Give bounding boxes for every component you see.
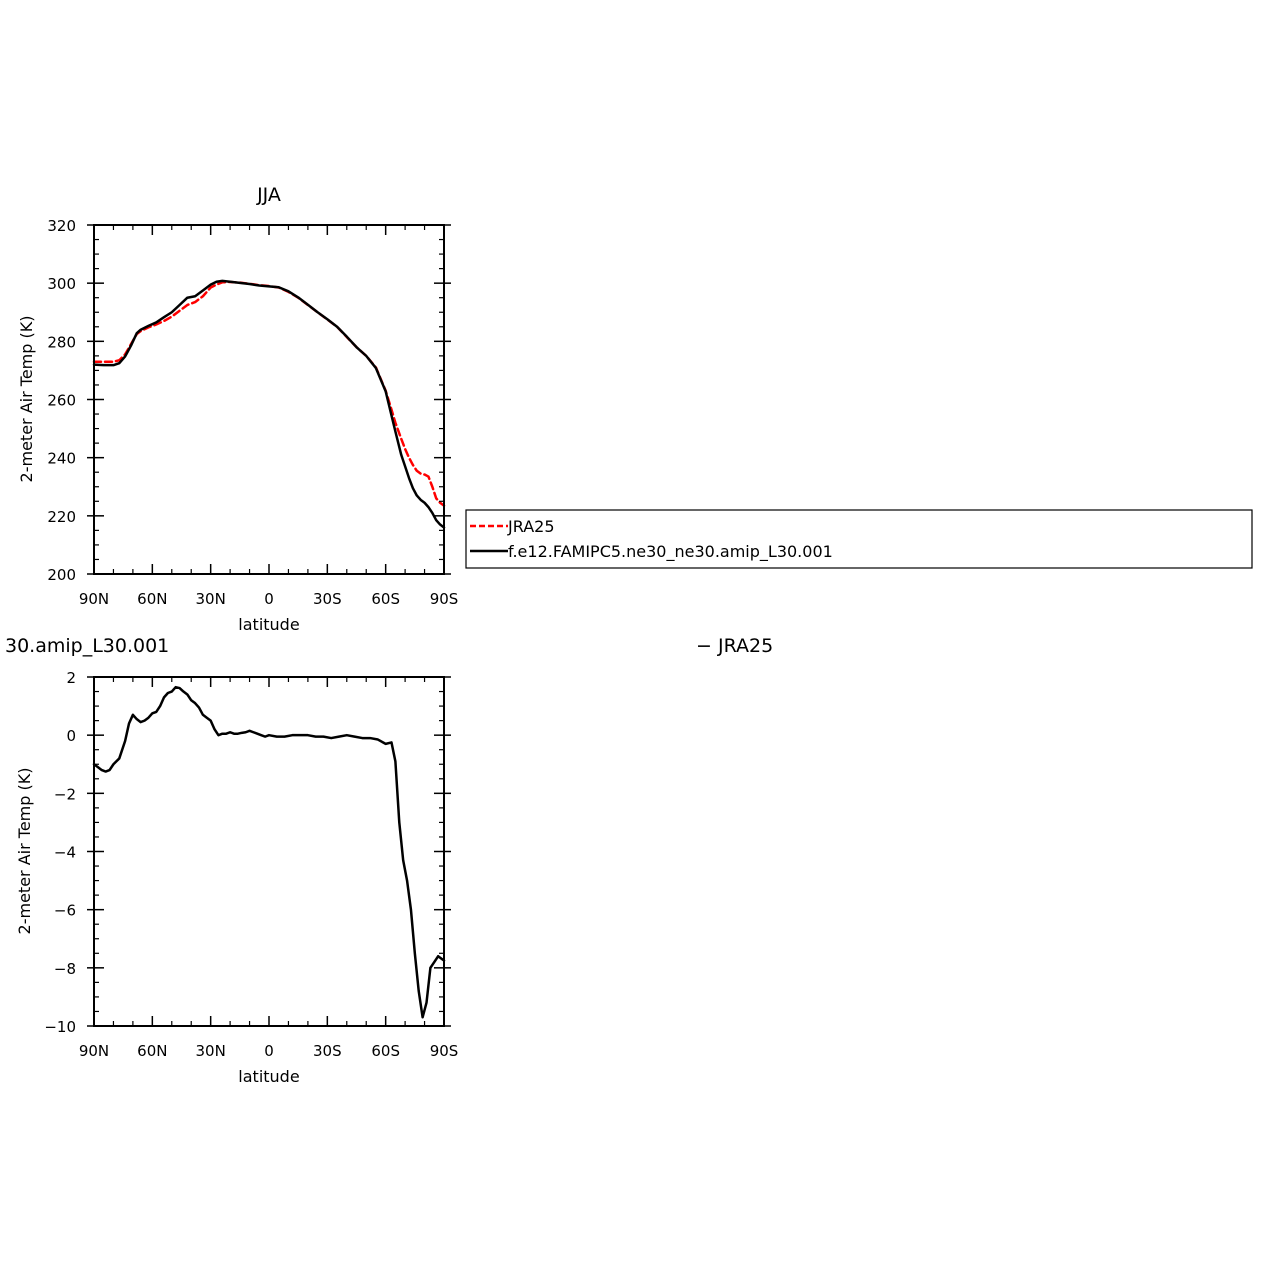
bottom-x-tick-label: 0	[264, 1042, 274, 1060]
bottom-y-tick-label: −4	[54, 844, 76, 862]
top-series-line-0	[92, 280, 446, 507]
bottom-series-group	[92, 685, 446, 1019]
bottom-x-tick-label: 30S	[313, 1042, 342, 1060]
bottom-y-tick-label: −10	[44, 1018, 76, 1036]
top-x-tick-label: 90N	[79, 590, 109, 608]
top-x-tick-label: 90S	[430, 590, 459, 608]
top-y-axis-label: 2-meter Air Temp (K)	[17, 316, 36, 483]
top-y-tick-label: 320	[47, 217, 76, 235]
bottom-series-line-0	[92, 685, 446, 1019]
top-y-tick-label: 240	[47, 450, 76, 468]
bottom-y-axis-label: 2-meter Air Temp (K)	[15, 768, 34, 935]
bottom-x-axis-label: latitude	[238, 1067, 299, 1086]
top-x-tick-label: 30S	[313, 590, 342, 608]
top-y-tick-label: 200	[47, 566, 76, 584]
legend-label-jra25: JRA25	[507, 517, 555, 536]
bottom-plot-frame	[93, 676, 445, 1027]
bottom-y-tick-label: −2	[54, 785, 76, 803]
bottom-y-tick-label: −6	[54, 902, 76, 920]
top-x-tick-label: 60S	[371, 590, 400, 608]
top-y-tick-label: 280	[47, 333, 76, 351]
top-x-tick-label: 60N	[137, 590, 167, 608]
bottom-panel: 30.amip_L30.001 − JRA25 90N 60N 30N 0 30S 60S…	[5, 635, 773, 1086]
bottom-x-tick-label: 30N	[196, 1042, 226, 1060]
top-y-tick-label: 260	[47, 392, 76, 410]
top-series-line-1	[92, 279, 446, 529]
top-x-tick-label: 0	[264, 590, 274, 608]
top-y-tick-label: 220	[47, 508, 76, 526]
bottom-title-left: 30.amip_L30.001	[5, 635, 169, 657]
top-panel: JJA 90N 60N 30N 0 30S 60S 90S 200 220 240 260 280 30…	[17, 184, 458, 634]
bottom-x-tick-label: 60S	[371, 1042, 400, 1060]
top-series-group	[92, 279, 446, 529]
top-x-tick-label: 30N	[196, 590, 226, 608]
bottom-x-tick-label: 90N	[79, 1042, 109, 1060]
bottom-x-tick-label: 60N	[137, 1042, 167, 1060]
legend-label-model: f.e12.FAMIPC5.ne30_ne30.amip_L30.001	[508, 542, 833, 562]
top-chart-title: JJA	[256, 184, 281, 206]
top-y-tick-label: 300	[47, 275, 76, 293]
bottom-y-tick-label: 0	[66, 727, 76, 745]
legend-box	[465, 509, 1253, 569]
top-plot-frame	[93, 224, 445, 575]
bottom-y-tick-label: 2	[66, 669, 76, 687]
top-ticks-group: 90N 60N 30N 0 30S 60S 90S 200 220 240 260 280 300 320	[47, 217, 458, 608]
bottom-title-right: − JRA25	[696, 635, 773, 657]
bottom-ticks-group: 90N 60N 30N 0 30S 60S 90S −10 −8 −6 −4 −2 0 2	[44, 669, 458, 1060]
bottom-x-tick-label: 90S	[430, 1042, 459, 1060]
top-x-axis-label: latitude	[238, 615, 299, 634]
bottom-y-tick-label: −8	[54, 960, 76, 978]
legend: JRA25 f.e12.FAMIPC5.ne30_ne30.amip_L30.0…	[465, 509, 1253, 569]
